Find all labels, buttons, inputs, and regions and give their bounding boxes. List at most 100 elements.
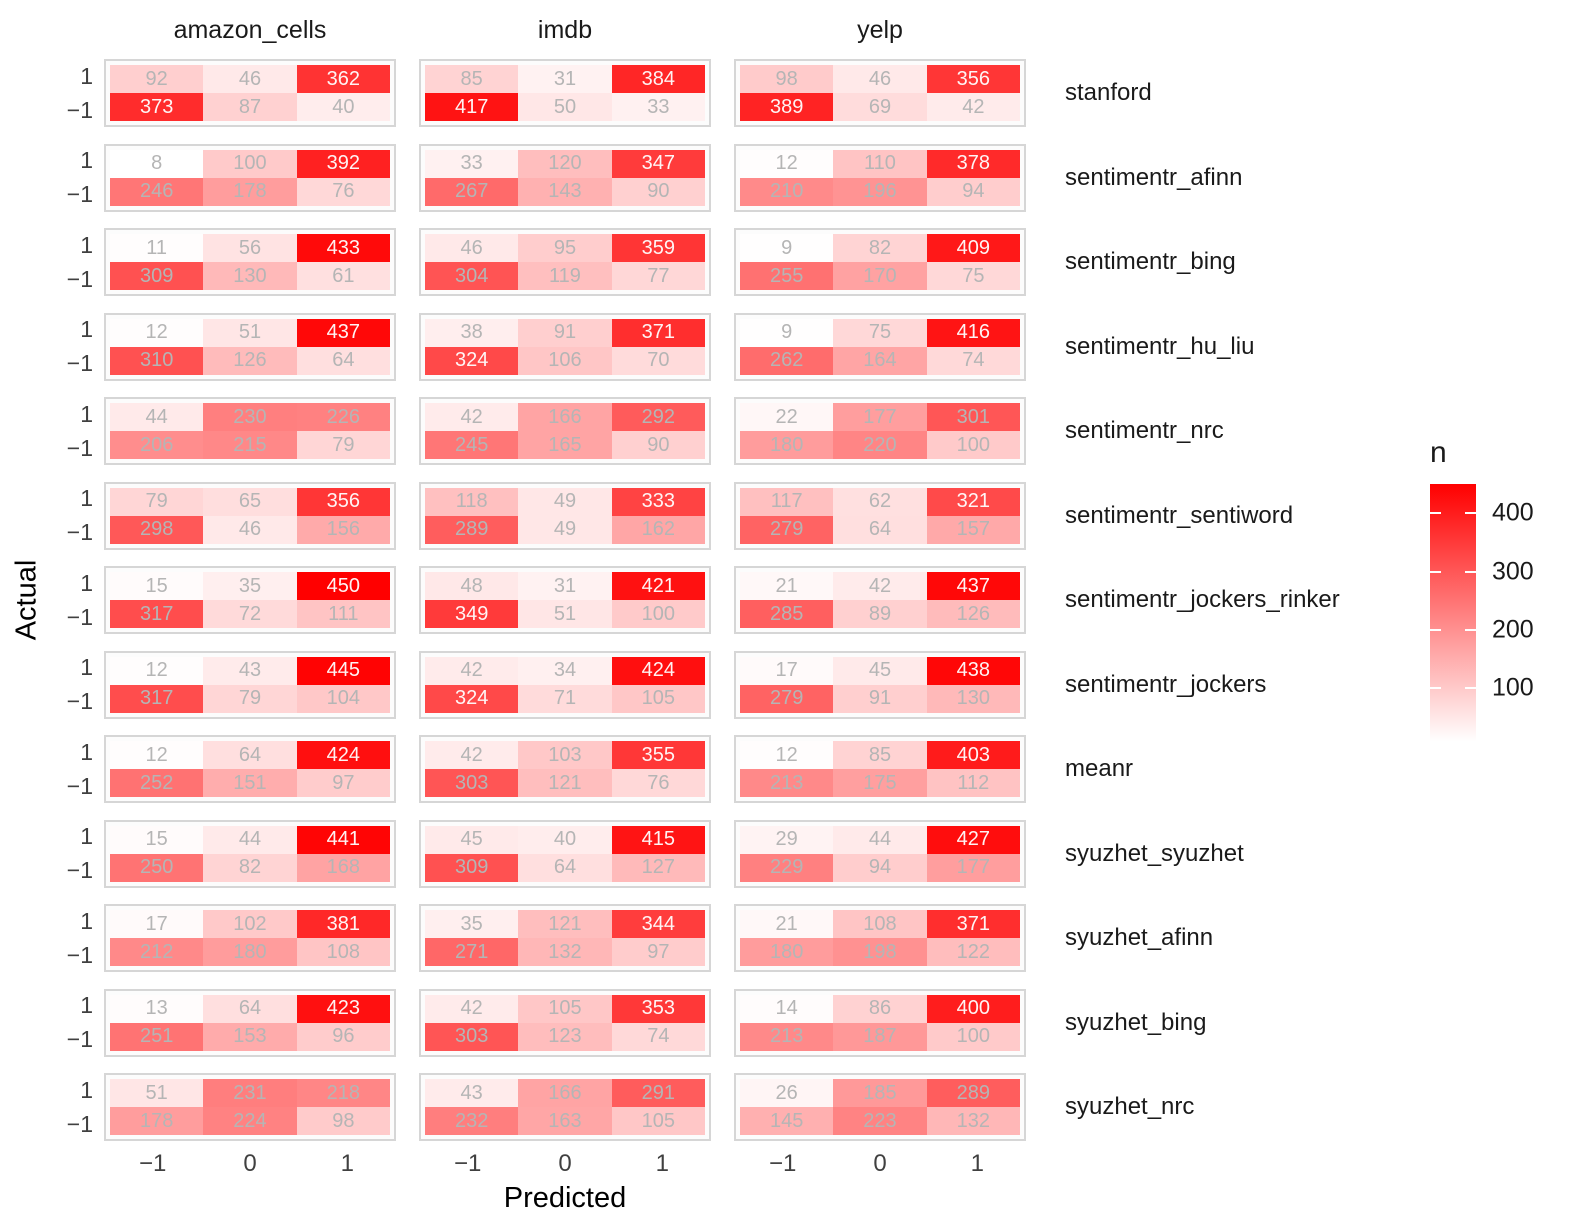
facet-row-sentimentr_bing: 1 −1 11 56 433 309 130 61 46 95 359 304 119 77 9 82 409 2…: [0, 228, 1340, 296]
heatmap-tile: 162: [611, 515, 705, 544]
heatmap-tile: 164: [833, 346, 927, 375]
panel-sentimentr_nrc-yelp: 22 177 301 180 220 100: [734, 397, 1026, 465]
heatmap-tile: 97: [611, 938, 705, 966]
heatmap-tile: 9: [740, 318, 834, 347]
panel-sentimentr_hu_liu-amazon_cells: 12 51 437 310 126 64: [104, 312, 396, 381]
heatmap-tile: 165: [518, 431, 612, 459]
heatmap-tile: 51: [110, 1079, 204, 1107]
heatmap-tile: 153: [203, 1022, 297, 1051]
heatmap-tile: 212: [110, 938, 204, 966]
x-tick-group: −1 0 1: [419, 1150, 711, 1178]
facet-row-label-syuzhet_bing: syuzhet_bing: [1065, 1008, 1207, 1036]
heatmap-tile: 437: [296, 318, 390, 347]
heatmap-tile: 11: [110, 234, 204, 262]
y-tick-label: 1: [80, 569, 93, 596]
heatmap-tile: 127: [611, 853, 705, 882]
y-tick-label: −1: [66, 688, 93, 714]
facet-row-sentimentr_hu_liu: 1 −1 12 51 437 310 126 64 38 91 371 324 106 70 9 75 416 2…: [0, 312, 1340, 381]
y-tick-label: −1: [66, 181, 93, 207]
heatmap-tile: 262: [740, 346, 834, 375]
x-tick-label: 0: [243, 1150, 257, 1177]
x-tick-label: 1: [970, 1150, 984, 1177]
heatmap-tile: 42: [425, 656, 519, 685]
heatmap-tile: 72: [203, 600, 297, 628]
y-tick-label: −1: [66, 603, 93, 630]
facet-row-label-stanford: stanford: [1065, 79, 1152, 106]
heatmap-tile: 445: [296, 656, 390, 685]
heatmap-tile: 438: [926, 656, 1020, 685]
y-tick-label: −1: [66, 434, 93, 461]
heatmap-tile: 64: [296, 346, 390, 375]
heatmap-tile: 56: [203, 234, 297, 262]
heatmap-tile: 96: [296, 1022, 390, 1051]
legend-tick-label: 100: [1492, 673, 1534, 702]
heatmap-tile: 356: [296, 487, 390, 516]
heatmap-tile: 12: [740, 741, 834, 769]
heatmap-tile: 98: [296, 1107, 390, 1135]
heatmap-tile: 218: [296, 1079, 390, 1107]
y-tick-label: −1: [66, 96, 93, 123]
heatmap-tile: 49: [518, 487, 612, 516]
heatmap-tile: 304: [425, 262, 519, 290]
heatmap-tile: 229: [740, 853, 834, 882]
facet-row-label-sentimentr_afinn: sentimentr_afinn: [1065, 163, 1243, 191]
heatmap-tile: 105: [518, 994, 612, 1023]
heatmap-tile: 215: [203, 431, 297, 459]
heatmap-tile: 35: [203, 572, 297, 600]
heatmap-tile: 103: [518, 741, 612, 769]
heatmap-tile: 40: [296, 93, 390, 121]
legend-colorbar: 400 300 200 100: [1430, 484, 1534, 742]
heatmap-tile: 441: [296, 825, 390, 854]
heatmap-tile: 46: [425, 234, 519, 262]
heatmap-tile: 64: [203, 741, 297, 769]
legend-tick-mark: [1430, 687, 1441, 690]
heatmap-tile: 384: [611, 65, 705, 93]
heatmap-tile: 119: [518, 262, 612, 290]
heatmap-tile: 31: [518, 65, 612, 93]
heatmap-tile: 427: [926, 825, 1020, 854]
heatmap-tile: 110: [833, 149, 927, 178]
facet-row-label-meanr: meanr: [1065, 755, 1134, 782]
y-tick-label: 1: [80, 907, 93, 934]
facet-row-syuzhet_syuzhet: 1 −1 15 44 441 250 82 168 45 40 415 309 64 127 29 44 427…: [0, 819, 1340, 888]
heatmap-tile: 46: [833, 65, 927, 93]
heatmap-tile: 132: [518, 938, 612, 966]
x-tick-label: −1: [768, 1150, 797, 1177]
panel-syuzhet_afinn-amazon_cells: 17 102 381 212 180 108: [104, 904, 396, 972]
heatmap-tile: 121: [518, 769, 612, 797]
panel-sentimentr_jockers-yelp: 17 45 438 279 91 130: [734, 650, 1026, 719]
heatmap-tile: 178: [203, 177, 297, 206]
heatmap-tile: 64: [833, 515, 927, 544]
heatmap-tile: 381: [296, 910, 390, 938]
y-tick-labels: 1 −1: [0, 566, 104, 634]
heatmap-tile: 175: [833, 769, 927, 797]
heatmap-tile: 255: [740, 262, 834, 290]
heatmap-tile: 90: [611, 177, 705, 206]
y-tick-label: 1: [80, 62, 93, 89]
heatmap-tile: 105: [611, 684, 705, 713]
heatmap-tile: 213: [740, 769, 834, 797]
heatmap-tile: 12: [110, 656, 204, 685]
heatmap-tile: 371: [611, 318, 705, 347]
heatmap-tile: 45: [833, 656, 927, 685]
heatmap-tile: 373: [110, 93, 204, 121]
heatmap-tile: 9: [740, 234, 834, 262]
facet-row-label-sentimentr_bing: sentimentr_bing: [1065, 248, 1236, 275]
y-tick-labels: 1 −1: [0, 144, 104, 212]
heatmap-tile: 317: [110, 684, 204, 713]
heatmap-tile: 82: [833, 234, 927, 262]
facet-rows: 1 −1 92 46 362 373 87 40 85 31 384 417 50 33 98 46 356 38…: [0, 59, 1340, 1158]
y-tick-labels: 1 −1: [0, 313, 104, 381]
heatmap-tile: 423: [296, 994, 390, 1023]
heatmap-tile: 163: [518, 1107, 612, 1135]
heatmap-tile: 251: [110, 1022, 204, 1051]
heatmap-tile: 409: [926, 234, 1020, 262]
heatmap-tile: 48: [425, 572, 519, 600]
y-tick-label: 1: [80, 823, 93, 849]
facet-row-label-sentimentr_nrc: sentimentr_nrc: [1065, 417, 1224, 444]
heatmap-tile: 91: [833, 684, 927, 713]
heatmap-tile: 64: [518, 853, 612, 882]
heatmap-tile: 12: [740, 149, 834, 178]
heatmap-tile: 324: [425, 346, 519, 375]
facet-row-label-sentimentr_jockers: sentimentr_jockers: [1065, 670, 1267, 698]
